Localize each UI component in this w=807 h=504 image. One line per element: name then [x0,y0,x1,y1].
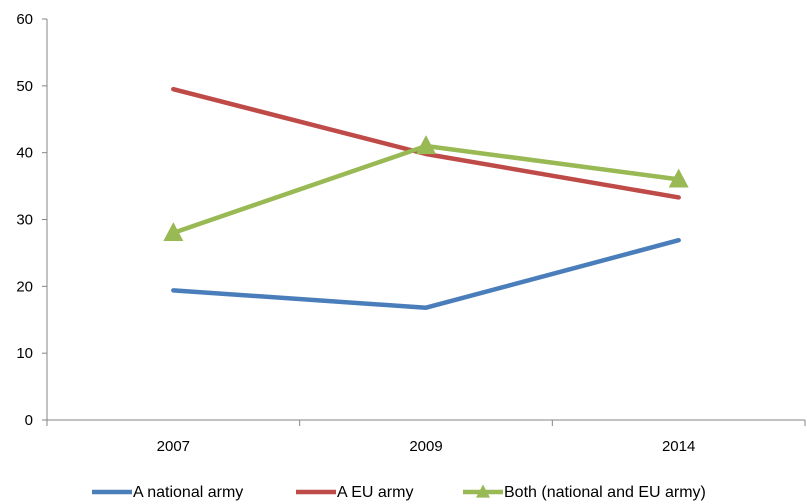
legend-label-a-national-army: A national army [133,484,243,501]
x-tick-label: 2009 [409,438,442,455]
y-tick-label: 20 [16,278,33,295]
chart-legend: A national army A EU army Both (national a… [92,484,706,501]
series-line-both-national-and-eu-army [173,146,678,233]
x-tick-label: 2014 [662,438,695,455]
data-point-both-national-and-eu-army [416,135,436,154]
chart-axes: 0 10 20 30 40 50 60 2007 2009 2014 [16,11,805,455]
y-tick-label: 40 [16,145,33,162]
series-line-a-national-army [173,240,678,308]
y-tick-label: 60 [16,11,33,28]
legend-label-both-national-and-eu-army: Both (national and EU army) [504,484,706,501]
y-tick-label: 0 [25,412,33,429]
x-tick-label: 2007 [157,438,190,455]
y-tick-label: 30 [16,212,33,229]
y-tick-label: 50 [16,78,33,95]
y-tick-label: 10 [16,345,33,362]
legend-label-a-eu-army: A EU army [337,484,413,501]
chart-series [163,89,688,308]
